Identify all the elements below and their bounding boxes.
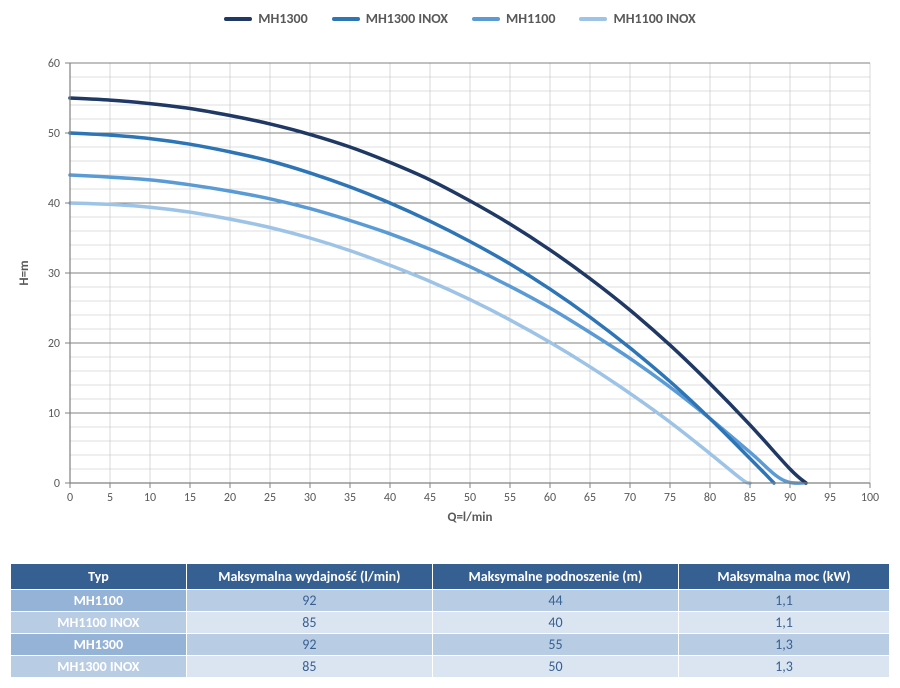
x-tick-label: 75 (664, 491, 676, 505)
x-tick-label: 80 (704, 491, 716, 505)
table-cell: 1,3 (679, 634, 890, 656)
table-cell: 92 (186, 590, 432, 612)
spec-table: TypMaksymalna wydajność (l/min)Maksymaln… (10, 563, 890, 678)
table-row-label: MH1300 (11, 634, 187, 656)
table-row: MH1100 INOX85401,1 (11, 612, 890, 634)
y-tick-label: 60 (48, 57, 60, 71)
x-tick-label: 5 (107, 491, 113, 505)
table-cell: 92 (186, 634, 432, 656)
table-row: MH110092441,1 (11, 590, 890, 612)
table-cell: 50 (432, 656, 678, 678)
table-row-label: MH1100 (11, 590, 187, 612)
y-tick-label: 10 (48, 407, 60, 421)
table-cell: 85 (186, 612, 432, 634)
legend-label: MH1100 INOX (613, 10, 695, 27)
table-row: MH130092551,3 (11, 634, 890, 656)
x-tick-label: 0 (67, 491, 73, 505)
chart-legend: MH1300 MH1300 INOX MH1100 MH1100 INOX (10, 10, 900, 27)
table-header-cell: Maksymalna moc (kW) (679, 564, 890, 590)
table-cell: 44 (432, 590, 678, 612)
legend-swatch (579, 17, 607, 21)
table-header-cell: Typ (11, 564, 187, 590)
legend-swatch (224, 17, 252, 21)
x-tick-label: 10 (144, 491, 156, 505)
legend-label: MH1300 INOX (366, 10, 448, 27)
table-row-label: MH1100 INOX (11, 612, 187, 634)
y-tick-label: 50 (48, 127, 60, 141)
x-tick-label: 15 (184, 491, 196, 505)
x-tick-label: 90 (784, 491, 796, 505)
table-cell: 1,3 (679, 656, 890, 678)
table-row-label: MH1300 INOX (11, 656, 187, 678)
table-cell: 1,1 (679, 590, 890, 612)
legend-swatch (332, 17, 360, 21)
x-tick-label: 30 (304, 491, 316, 505)
y-tick-label: 20 (48, 337, 60, 351)
x-tick-label: 40 (384, 491, 396, 505)
x-tick-label: 55 (504, 491, 516, 505)
table-row: MH1300 INOX85501,3 (11, 656, 890, 678)
x-tick-label: 45 (424, 491, 436, 505)
table-cell: 85 (186, 656, 432, 678)
legend-item: MH1100 (472, 10, 555, 27)
legend-label: MH1100 (506, 10, 555, 27)
legend-item: MH1100 INOX (579, 10, 695, 27)
legend-swatch (472, 17, 500, 21)
pump-curve-chart: 0 5 10 15 20 25 30 35 40 45 50 55 60 65 70 75 80 85 90 95 10… (10, 33, 890, 543)
x-tick-label: 100 (861, 491, 879, 505)
x-tick-label: 65 (584, 491, 596, 505)
y-axis-label: H=m (17, 260, 32, 285)
table-cell: 40 (432, 612, 678, 634)
x-tick-label: 50 (464, 491, 476, 505)
y-tick-label: 30 (48, 267, 60, 281)
table-cell: 1,1 (679, 612, 890, 634)
y-tick-label: 0 (54, 477, 60, 491)
table-header-cell: Maksymalna wydajność (l/min) (186, 564, 432, 590)
x-tick-label: 25 (264, 491, 276, 505)
y-tick-label: 40 (48, 197, 60, 211)
x-tick-label: 70 (624, 491, 636, 505)
legend-item: MH1300 INOX (332, 10, 448, 27)
table-cell: 55 (432, 634, 678, 656)
legend-item: MH1300 (224, 10, 307, 27)
x-tick-label: 20 (224, 491, 236, 505)
x-tick-label: 85 (744, 491, 756, 505)
legend-label: MH1300 (258, 10, 307, 27)
x-tick-label: 35 (344, 491, 356, 505)
table-header-cell: Maksymalne podnoszenie (m) (432, 564, 678, 590)
x-tick-label: 95 (824, 491, 836, 505)
x-tick-label: 60 (544, 491, 556, 505)
x-axis-label: Q=l/min (448, 510, 493, 525)
